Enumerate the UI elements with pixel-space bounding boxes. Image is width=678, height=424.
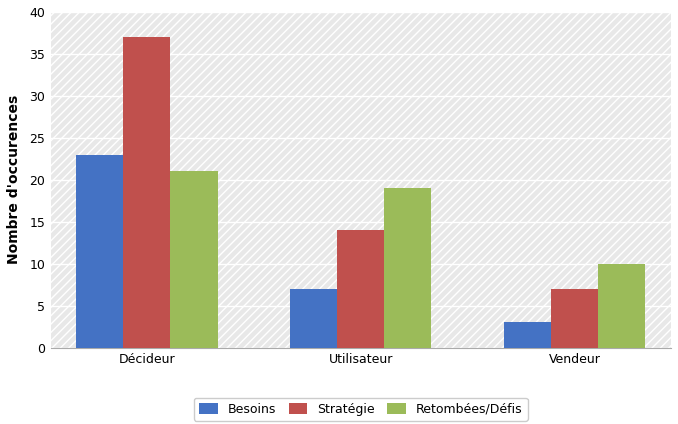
Y-axis label: Nombre d'occurences: Nombre d'occurences <box>7 95 21 265</box>
Bar <box>504 323 551 348</box>
Bar <box>598 264 645 348</box>
Bar <box>338 230 384 348</box>
Bar <box>77 155 123 348</box>
Bar <box>51 12 671 348</box>
Bar <box>123 37 170 348</box>
Bar <box>551 289 598 348</box>
Bar <box>384 188 431 348</box>
Legend: Besoins, Stratégie, Retombées/Défis: Besoins, Stratégie, Retombées/Défis <box>194 398 527 421</box>
Bar <box>170 171 218 348</box>
Bar <box>290 289 338 348</box>
